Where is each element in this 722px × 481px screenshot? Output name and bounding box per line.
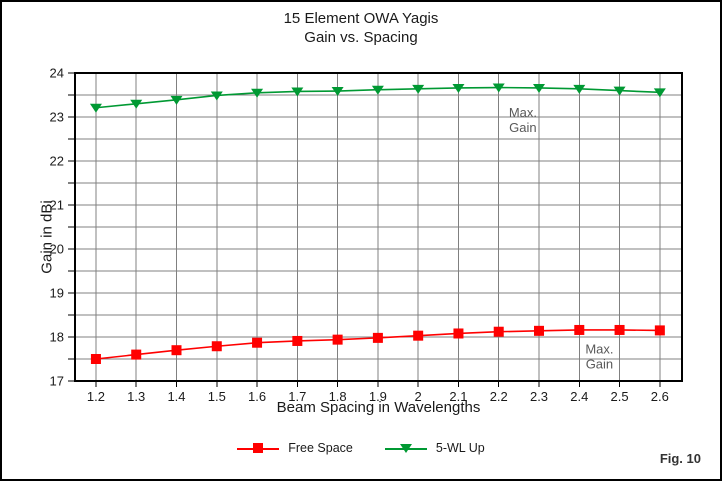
x-tick-label: 2 [415,389,422,404]
x-tick-label: 2.4 [570,389,588,404]
y-tick-label: 18 [50,330,64,345]
y-tick-label: 22 [50,154,64,169]
legend-label-free-space: Free Space [288,441,353,455]
legend-item-5wl-up: 5-WL Up [384,441,485,455]
legend-label-5wl-up: 5-WL Up [435,441,485,455]
y-tick-label: 21 [50,198,64,213]
triangle-down-marker-icon [210,91,223,101]
x-tick-label: 2.6 [651,389,669,404]
x-axis-title: Beam Spacing in Wavelengths [276,399,481,416]
x-tick-label: 1.7 [288,389,306,404]
x-tick-label: 1.9 [369,389,387,404]
triangle-down-marker-icon [412,84,425,94]
x-tick-label: 2.3 [530,389,548,404]
x-tick-label: 1.3 [127,389,145,404]
x-tick-label: 1.6 [248,389,266,404]
triangle-down-marker-icon [89,103,102,113]
triangle-down-marker-icon [251,88,264,98]
square-marker-icon [614,324,625,335]
square-marker-icon [574,324,585,335]
legend-item-free-space: Free Space [237,441,353,455]
y-tick-label: 17 [50,374,64,389]
y-tick-label: 20 [50,242,64,257]
x-tick-label: 1.8 [329,389,347,404]
square-marker-icon [90,354,101,364]
triangle-down-marker-icon [130,99,143,109]
x-tick-label: 2.5 [611,389,629,404]
x-tick-label: 2.1 [449,389,467,404]
square-marker-icon [253,443,264,453]
square-marker-icon [292,335,303,346]
triangle-down-marker-icon [399,443,412,453]
x-tick-label: 1.2 [87,389,105,404]
square-marker-icon [453,328,464,339]
triangle-down-marker-icon [452,83,465,93]
square-marker-icon [171,345,182,356]
triangle-down-marker-icon [371,85,384,95]
square-marker-icon [413,330,424,341]
square-marker-icon [211,341,222,352]
triangle-down-marker-icon [653,88,666,98]
free-space-line-marker-icon [237,443,280,454]
square-marker-icon [332,334,343,345]
square-marker-icon [493,326,504,337]
x-tick-label: 1.4 [167,389,185,404]
y-axis-title: Gain in dBi [38,200,56,274]
x-tick-label: 1.5 [208,389,226,404]
square-marker-icon [654,325,665,336]
x-tick-label: 2.2 [490,389,508,404]
annotation-free-space: Max. Gain [585,341,613,371]
triangle-down-marker-icon [331,87,344,97]
triangle-down-marker-icon [533,83,546,93]
y-tick-label: 19 [50,286,64,301]
square-marker-icon [252,337,263,348]
triangle-down-marker-icon [573,84,586,94]
chart-title: 15 Element OWA Yagis [283,10,439,27]
legend: Free Space 5-WL Up [0,441,722,455]
square-marker-icon [372,332,383,343]
y-tick-label: 24 [50,66,64,81]
triangle-down-marker-icon [291,87,304,97]
triangle-down-marker-icon [492,83,505,93]
square-marker-icon [534,325,545,336]
annotation-5-wl-up: Max. Gain [509,105,537,135]
figure-number-label: Fig. 10 [659,451,701,466]
5wl-up-line-marker-icon [384,443,427,454]
square-marker-icon [131,349,142,360]
triangle-down-marker-icon [613,86,626,96]
triangle-down-marker-icon [170,95,183,105]
chart-subtitle: Gain vs. Spacing [304,29,418,46]
chart-title-block: 15 Element OWA Yagis Gain vs. Spacing [0,9,722,47]
y-tick-label: 23 [50,110,64,125]
